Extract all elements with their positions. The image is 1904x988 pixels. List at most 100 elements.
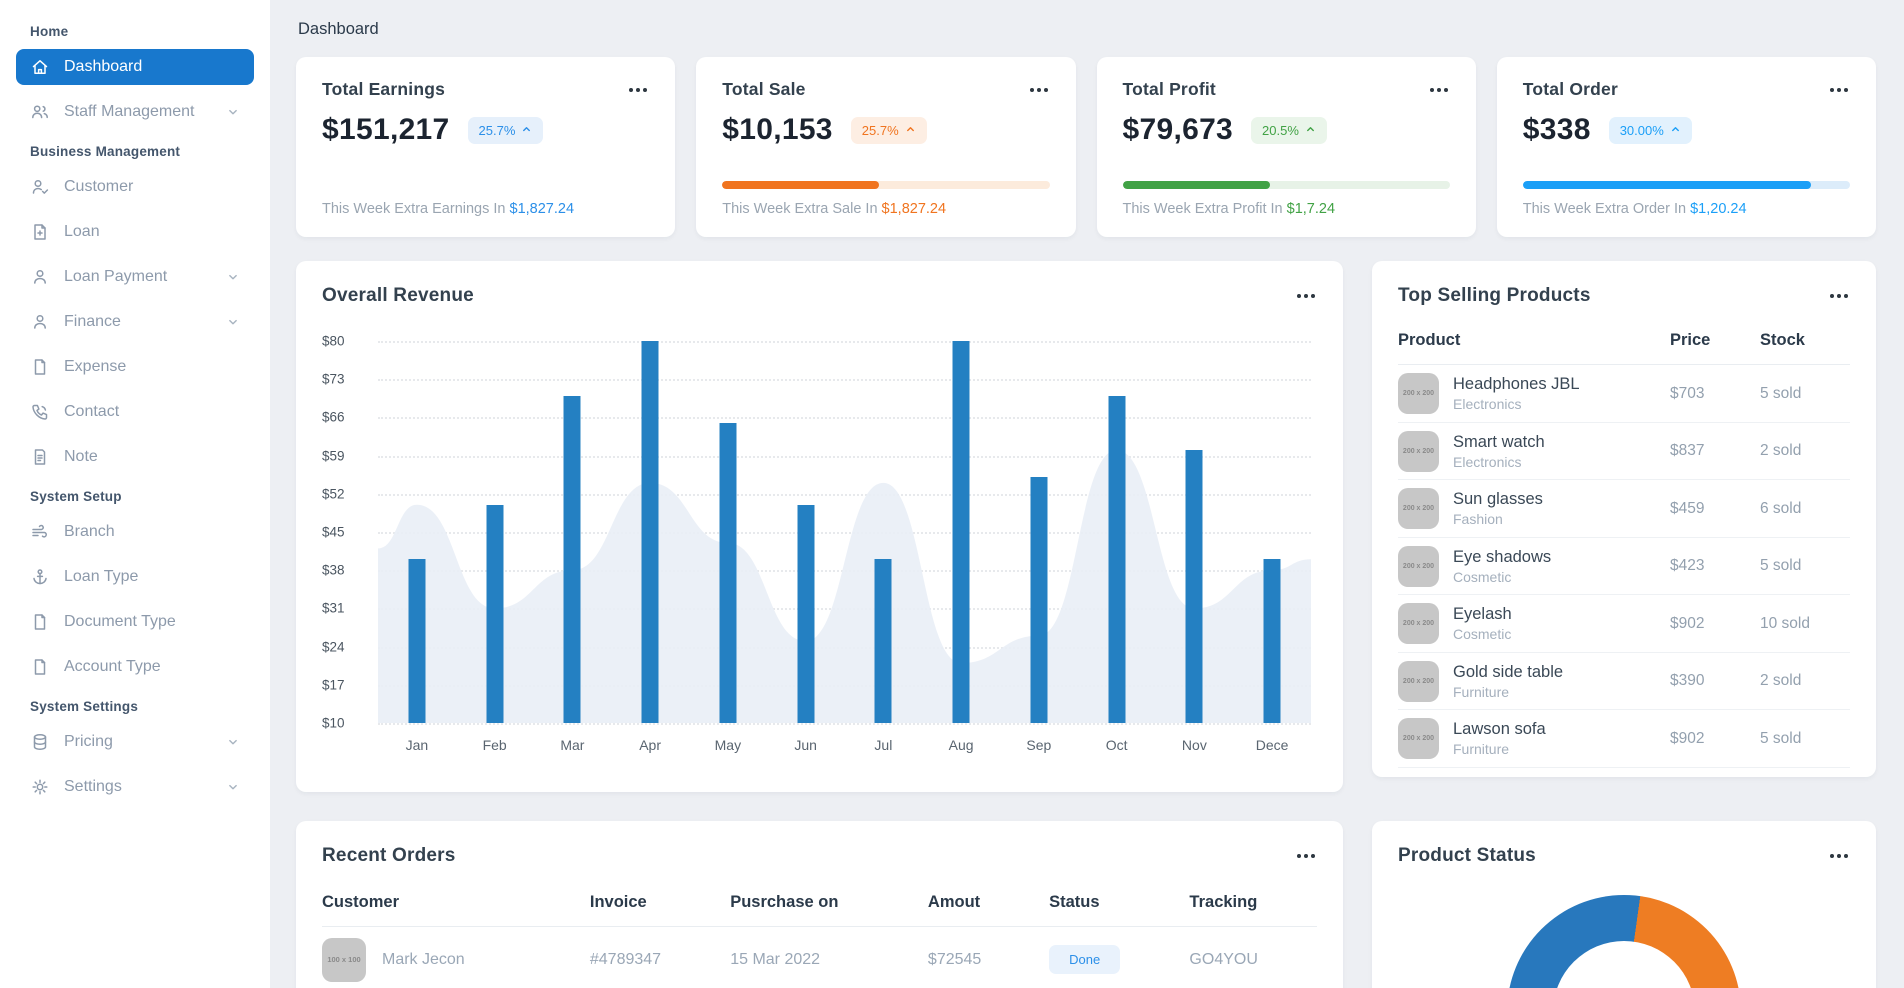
ellipsis-menu-icon[interactable] <box>1828 83 1850 97</box>
column-header: Invoice <box>590 893 730 912</box>
ellipsis-menu-icon[interactable] <box>627 83 649 97</box>
product-image-placeholder: 200 x 200 <box>1398 431 1439 472</box>
product-stock: 2 sold <box>1760 672 1850 690</box>
column-header: Customer <box>322 893 590 912</box>
x-axis-label: Sep <box>1000 737 1078 753</box>
sidebar-item-customer[interactable]: Customer <box>16 169 254 205</box>
top-selling-table: ProductPriceStock200 x 200Headphones JBL… <box>1398 321 1850 768</box>
product-price: $902 <box>1670 615 1760 633</box>
column-header: Tracking <box>1189 893 1317 912</box>
y-axis-tick-label: $80 <box>322 334 345 349</box>
x-axis-label: Nov <box>1156 737 1234 753</box>
sidebar-item-finance[interactable]: Finance <box>16 304 254 340</box>
file-plus-icon <box>30 222 50 242</box>
sidebar-section-label: Business Management <box>30 144 240 159</box>
revenue-bar-aug <box>953 341 970 723</box>
sidebar-item-loan[interactable]: Loan <box>16 214 254 250</box>
recent-orders-card: Recent Orders CustomerInvoicePusrchase o… <box>296 821 1343 988</box>
table-row: 200 x 200EyelashCosmetic$90210 sold <box>1398 595 1850 653</box>
stat-card-title: Total Order <box>1523 79 1618 100</box>
sidebar-item-dashboard[interactable]: Dashboard <box>16 49 254 85</box>
ellipsis-menu-icon[interactable] <box>1428 83 1450 97</box>
revenue-bar-sep <box>1030 477 1047 723</box>
sidebar-item-contact[interactable]: Contact <box>16 394 254 430</box>
chevron-down-icon <box>226 105 240 119</box>
sidebar-section-label: Home <box>30 24 240 39</box>
sidebar-item-staff-management[interactable]: Staff Management <box>16 94 254 130</box>
progress-bar <box>722 181 1049 189</box>
sidebar-item-account-type[interactable]: Account Type <box>16 649 254 685</box>
ellipsis-menu-icon[interactable] <box>1828 849 1850 863</box>
x-axis-label: Jan <box>378 737 456 753</box>
sidebar-item-pricing[interactable]: Pricing <box>16 724 254 760</box>
sidebar-item-label: Expense <box>64 358 126 376</box>
ellipsis-menu-icon[interactable] <box>1295 289 1317 303</box>
sidebar-section-label: System Settings <box>30 699 240 714</box>
column-header: Amout <box>928 893 1049 912</box>
sidebar-item-loan-type[interactable]: Loan Type <box>16 559 254 595</box>
table-row: 100 x 100Mark Jecon#478934715 Mar 2022$7… <box>322 927 1317 988</box>
product-name: Gold side table <box>1453 663 1563 682</box>
sidebar-item-document-type[interactable]: Document Type <box>16 604 254 640</box>
revenue-bar-feb <box>486 505 503 723</box>
stat-card-trend-badge: 25.7% <box>468 117 544 144</box>
column-header: Product <box>1398 331 1670 350</box>
phone-icon <box>30 402 50 422</box>
note-icon <box>30 447 50 467</box>
trend-percent: 25.7% <box>479 123 516 138</box>
wind-icon <box>30 522 50 542</box>
product-category: Electronics <box>1453 454 1545 470</box>
file-icon <box>30 657 50 677</box>
y-axis-tick-label: $45 <box>322 525 345 540</box>
sidebar-item-label: Staff Management <box>64 103 194 121</box>
sidebar-section-label: System Setup <box>30 489 240 504</box>
product-name: Headphones JBL <box>1453 375 1580 394</box>
ellipsis-menu-icon[interactable] <box>1028 83 1050 97</box>
top-selling-title: Top Selling Products <box>1398 285 1591 307</box>
y-axis-tick-label: $73 <box>322 372 345 387</box>
sidebar-item-label: Contact <box>64 403 119 421</box>
sidebar-item-settings[interactable]: Settings <box>16 769 254 805</box>
stat-card-note: This Week Extra Order In $1,20.24 <box>1523 201 1850 217</box>
sidebar-item-label: Dashboard <box>64 58 142 76</box>
product-name: Sun glasses <box>1453 490 1543 509</box>
revenue-bar-apr <box>642 341 659 723</box>
revenue-area-series <box>378 341 1311 723</box>
product-status-card: Product Status <box>1372 821 1876 988</box>
progress-bar <box>1123 181 1450 189</box>
y-axis-tick-label: $10 <box>322 716 345 731</box>
table-row: 200 x 200Headphones JBLElectronics$7035 … <box>1398 365 1850 423</box>
ellipsis-menu-icon[interactable] <box>1295 849 1317 863</box>
stat-card-trend-badge: 20.5% <box>1251 117 1327 144</box>
x-axis-label: Feb <box>456 737 534 753</box>
sidebar-item-branch[interactable]: Branch <box>16 514 254 550</box>
stat-card-total-order: Total Order$33830.00%This Week Extra Ord… <box>1497 57 1876 237</box>
product-status-title: Product Status <box>1398 845 1536 867</box>
sidebar-item-label: Finance <box>64 313 121 331</box>
chevron-down-icon <box>226 315 240 329</box>
stat-card-total-profit: Total Profit$79,67320.5%This Week Extra … <box>1097 57 1476 237</box>
product-status-donut-chart <box>1507 895 1741 988</box>
sidebar-item-expense[interactable]: Expense <box>16 349 254 385</box>
sidebar-item-loan-payment[interactable]: Loan Payment <box>16 259 254 295</box>
product-image-placeholder: 200 x 200 <box>1398 603 1439 644</box>
sidebar-item-note[interactable]: Note <box>16 439 254 475</box>
chevron-up-icon <box>521 123 532 138</box>
product-name: Smart watch <box>1453 433 1545 452</box>
stat-card-note-amount: $1,20.24 <box>1690 201 1746 217</box>
ellipsis-menu-icon[interactable] <box>1828 289 1850 303</box>
chevron-up-icon <box>1670 123 1681 138</box>
chevron-up-icon <box>1305 123 1316 138</box>
order-invoice: #4789347 <box>590 951 730 969</box>
anchor-icon <box>30 567 50 587</box>
product-stock: 10 sold <box>1760 615 1850 633</box>
progress-bar <box>1523 181 1850 189</box>
column-header: Status <box>1049 893 1189 912</box>
order-tracking: GO4YOU <box>1189 951 1317 969</box>
customer-name: Mark Jecon <box>382 951 465 969</box>
product-image-placeholder: 200 x 200 <box>1398 661 1439 702</box>
stat-card-total-sale: Total Sale$10,15325.7%This Week Extra Sa… <box>696 57 1075 237</box>
home-icon <box>30 57 50 77</box>
user-check-icon <box>30 177 50 197</box>
x-axis-label: Jun <box>767 737 845 753</box>
